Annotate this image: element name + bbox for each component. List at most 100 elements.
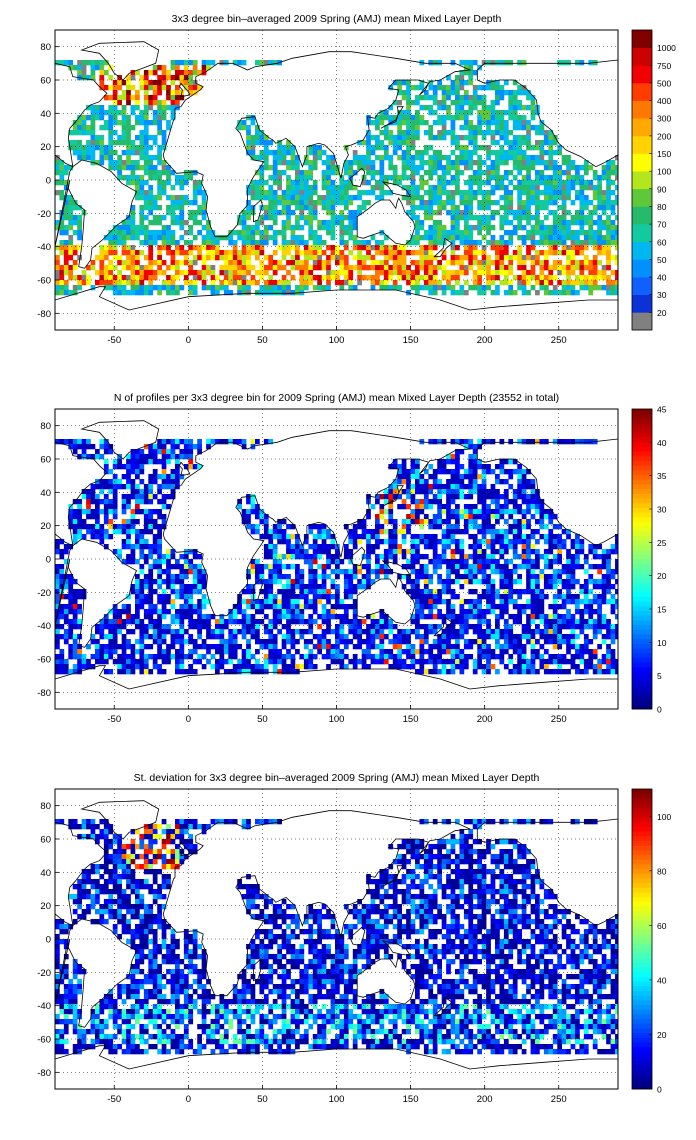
heatmap-cell bbox=[130, 280, 136, 286]
heatmap-cell bbox=[432, 544, 438, 550]
heatmap-cell bbox=[135, 225, 140, 231]
heatmap-cell bbox=[126, 100, 131, 106]
heatmap-cell bbox=[579, 180, 585, 186]
heatmap-cell bbox=[446, 260, 451, 266]
heatmap-cell bbox=[259, 230, 265, 236]
heatmap-cell bbox=[610, 235, 616, 241]
heatmap-cell bbox=[428, 559, 434, 565]
heatmap-cell bbox=[263, 599, 269, 605]
heatmap-cell bbox=[419, 509, 425, 515]
heatmap-cell bbox=[437, 200, 442, 206]
heatmap-cell bbox=[392, 464, 398, 470]
heatmap-cell bbox=[161, 190, 167, 196]
heatmap-cell bbox=[326, 255, 331, 261]
heatmap-cell bbox=[419, 554, 425, 560]
heatmap-cell bbox=[126, 554, 131, 560]
heatmap-cell bbox=[419, 245, 425, 251]
heatmap-cell bbox=[352, 524, 358, 530]
heatmap-cell bbox=[268, 534, 274, 540]
heatmap-cell bbox=[375, 544, 380, 550]
heatmap-cell bbox=[263, 524, 269, 530]
heatmap-cell bbox=[415, 120, 420, 126]
heatmap-cell bbox=[272, 564, 278, 570]
heatmap-cell bbox=[543, 250, 549, 256]
heatmap-cell bbox=[99, 105, 105, 111]
heatmap-cell bbox=[401, 140, 407, 146]
heatmap-cell bbox=[357, 245, 362, 251]
heatmap-cell bbox=[277, 619, 282, 625]
heatmap-cell bbox=[530, 265, 536, 271]
heatmap-cell bbox=[415, 649, 420, 655]
heatmap-cell bbox=[55, 634, 60, 640]
heatmap-cell bbox=[117, 140, 122, 146]
heatmap-cell bbox=[477, 225, 482, 231]
heatmap-cell bbox=[161, 484, 167, 490]
heatmap-cell bbox=[392, 539, 398, 545]
heatmap-cell bbox=[281, 145, 287, 151]
heatmap-cell bbox=[388, 265, 394, 271]
heatmap-cell bbox=[486, 125, 491, 131]
heatmap-cell bbox=[135, 594, 140, 600]
heatmap-cell bbox=[606, 255, 611, 261]
heatmap-cell bbox=[610, 160, 616, 166]
heatmap-cell bbox=[157, 584, 162, 590]
heatmap-cell bbox=[495, 290, 500, 296]
heatmap-cell bbox=[530, 110, 536, 116]
heatmap-cell bbox=[259, 195, 265, 201]
heatmap-cell bbox=[446, 155, 451, 161]
heatmap-cell bbox=[379, 629, 385, 635]
heatmap-cell bbox=[388, 464, 394, 470]
heatmap-cell bbox=[255, 524, 260, 530]
heatmap-cell bbox=[330, 185, 336, 191]
heatmap-cell bbox=[508, 155, 514, 161]
heatmap-cell bbox=[468, 65, 474, 71]
heatmap-cell bbox=[241, 235, 247, 241]
heatmap-cell bbox=[161, 499, 167, 505]
heatmap-cell bbox=[561, 290, 567, 296]
heatmap-cell bbox=[152, 509, 158, 515]
heatmap-cell bbox=[570, 265, 576, 271]
heatmap-cell bbox=[543, 200, 549, 206]
heatmap-cell bbox=[383, 235, 389, 241]
heatmap-cell bbox=[157, 499, 162, 505]
heatmap-cell bbox=[117, 669, 122, 675]
heatmap-cell bbox=[295, 639, 300, 645]
heatmap-cell bbox=[406, 589, 411, 595]
heatmap-cell bbox=[446, 270, 451, 276]
heatmap-cell bbox=[59, 225, 65, 231]
heatmap-cell bbox=[303, 190, 309, 196]
heatmap-cell bbox=[415, 250, 420, 256]
heatmap-cell bbox=[539, 180, 545, 186]
heatmap-cell bbox=[183, 444, 189, 450]
heatmap-cell bbox=[152, 659, 158, 665]
heatmap-cell bbox=[143, 155, 149, 161]
heatmap-cell bbox=[259, 245, 265, 251]
heatmap-cell bbox=[157, 115, 162, 121]
heatmap-cell bbox=[321, 619, 327, 625]
heatmap-cell bbox=[166, 225, 171, 231]
heatmap-cell bbox=[272, 639, 278, 645]
heatmap-cell bbox=[152, 140, 158, 146]
heatmap-cell bbox=[143, 654, 149, 660]
heatmap-cell bbox=[566, 285, 571, 291]
heatmap-cell bbox=[126, 644, 131, 650]
heatmap-cell bbox=[197, 609, 202, 615]
heatmap-cell bbox=[157, 130, 162, 136]
heatmap-cell bbox=[72, 519, 78, 525]
heatmap-cell bbox=[99, 499, 105, 505]
heatmap-cell bbox=[126, 130, 131, 136]
heatmap-cell bbox=[597, 240, 602, 246]
heatmap-cell bbox=[575, 245, 580, 251]
heatmap-cell bbox=[72, 534, 78, 540]
heatmap-cell bbox=[135, 609, 140, 615]
heatmap-cell bbox=[321, 205, 327, 211]
heatmap-cell bbox=[112, 489, 118, 495]
heatmap-cell bbox=[535, 170, 540, 176]
heatmap-cell bbox=[330, 200, 336, 206]
heatmap-cell bbox=[126, 469, 131, 475]
heatmap-cell bbox=[277, 155, 282, 161]
heatmap-cell bbox=[112, 549, 118, 555]
heatmap-cell bbox=[103, 110, 109, 116]
heatmap-cell bbox=[161, 559, 167, 565]
heatmap-cell bbox=[308, 619, 314, 625]
